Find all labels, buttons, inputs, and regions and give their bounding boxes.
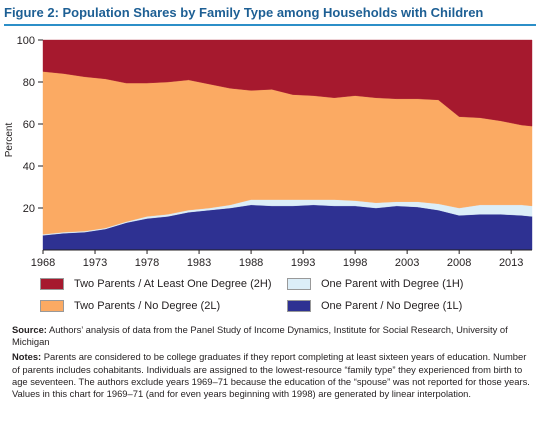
x-tick-label-1978: 1978 [135, 257, 159, 268]
x-tick-label-1998: 1998 [343, 257, 367, 268]
y-tick-label-80: 80 [23, 77, 35, 89]
legend-swatch-2l [40, 300, 64, 312]
x-tick-label-1968: 1968 [31, 257, 55, 268]
legend-swatch-1h [287, 278, 311, 290]
legend-item-2l: Two Parents / No Degree (2L) [40, 300, 220, 312]
chart-areas [42, 39, 533, 251]
x-tick-label-1973: 1973 [83, 257, 107, 268]
y-axis-label: Percent [4, 123, 15, 158]
notes-text: Parents are considered to be college gra… [12, 351, 530, 400]
area-chart: 20 40 60 80 100 1968 1973 1978 1983 1988 1993 1998 2… [4, 35, 533, 268]
legend-swatch-1l [287, 300, 311, 312]
source-text: Authors’ analysis of data from the Panel… [12, 324, 508, 348]
figure-title: Figure 2: Population Shares by Family Ty… [4, 4, 536, 26]
y-tick-label-60: 60 [23, 119, 35, 131]
x-tick-label-2013: 2013 [499, 257, 523, 268]
legend-item-1h: One Parent with Degree (1H) [287, 278, 463, 290]
legend-label-1h: One Parent with Degree (1H) [321, 278, 464, 290]
source-label: Source: [12, 324, 47, 335]
legend-label-2l: Two Parents / No Degree (2L) [74, 300, 221, 312]
x-tick-label-1993: 1993 [291, 257, 315, 268]
notes-label: Notes: [12, 351, 42, 363]
x-tick-label-1983: 1983 [187, 257, 211, 268]
chart-notes: Source: Authors’ analysis of data from t… [12, 324, 532, 403]
legend-item-2h: Two Parents / At Least One Degree (2H) [40, 278, 271, 290]
x-tick-label-2008: 2008 [447, 257, 471, 268]
x-tick-label-2003: 2003 [395, 257, 419, 268]
x-tick-label-1988: 1988 [239, 257, 263, 268]
notes-note: Notes: Parents are considered to be coll… [12, 351, 532, 400]
y-tick-label-40: 40 [23, 161, 35, 173]
legend-swatch-2h [40, 278, 64, 290]
source-note: Source: Authors’ analysis of data from t… [12, 324, 532, 348]
chart-legend: Two Parents / At Least One Degree (2H) O… [0, 268, 540, 324]
area-series-2h [42, 39, 533, 127]
legend-label-2h: Two Parents / At Least One Degree (2H) [74, 278, 272, 290]
legend-item-1l: One Parent / No Degree (1L) [287, 300, 462, 312]
y-tick-label-100: 100 [17, 35, 35, 47]
legend-label-1l: One Parent / No Degree (1L) [321, 300, 463, 312]
chart-axes: 20 40 60 80 100 1968 1973 1978 1983 1988 1993 1998 2… [17, 35, 532, 268]
y-tick-label-20: 20 [23, 203, 35, 215]
